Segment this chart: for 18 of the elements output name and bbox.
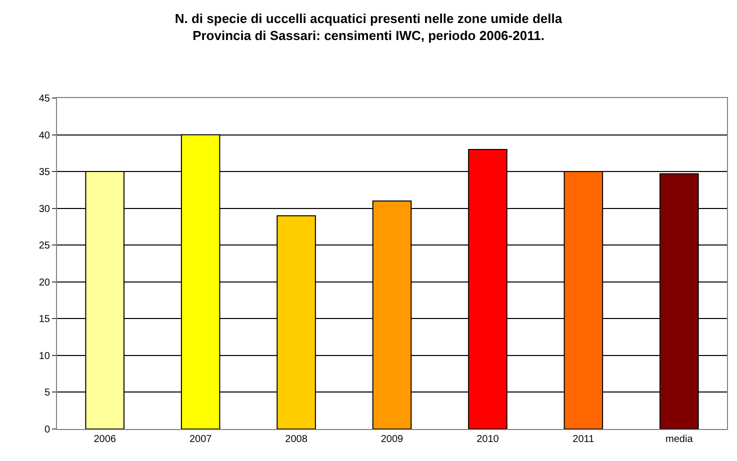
y-tick-label: 25 <box>38 240 50 252</box>
x-tick-label: 2006 <box>94 434 116 445</box>
x-tick-label: 2009 <box>380 434 404 445</box>
x-tick-label: media <box>666 434 694 445</box>
y-tick-label: 30 <box>38 204 50 215</box>
y-tick-label: 5 <box>44 388 50 399</box>
x-tick-label: 2007 <box>189 434 212 445</box>
y-tick-label: 0 <box>44 424 50 436</box>
x-tick-label: 2011 <box>572 434 595 445</box>
y-tick-label: 10 <box>38 350 50 362</box>
chart-title: N. di specie di uccelli acquatici presenti nelle zone umide della Provincia di Sassari: censimenti IWC, periodo 2006-2011. <box>174 11 563 43</box>
x-tick-label: 2008 <box>285 434 308 445</box>
y-tick-label: 40 <box>38 130 50 142</box>
y-tick-label: 45 <box>38 94 50 104</box>
y-tick-label: 35 <box>38 167 50 178</box>
y-tick-label: 15 <box>38 314 50 326</box>
y-tick-label: 20 <box>38 277 50 288</box>
x-tick-label: 2010 <box>476 434 500 445</box>
